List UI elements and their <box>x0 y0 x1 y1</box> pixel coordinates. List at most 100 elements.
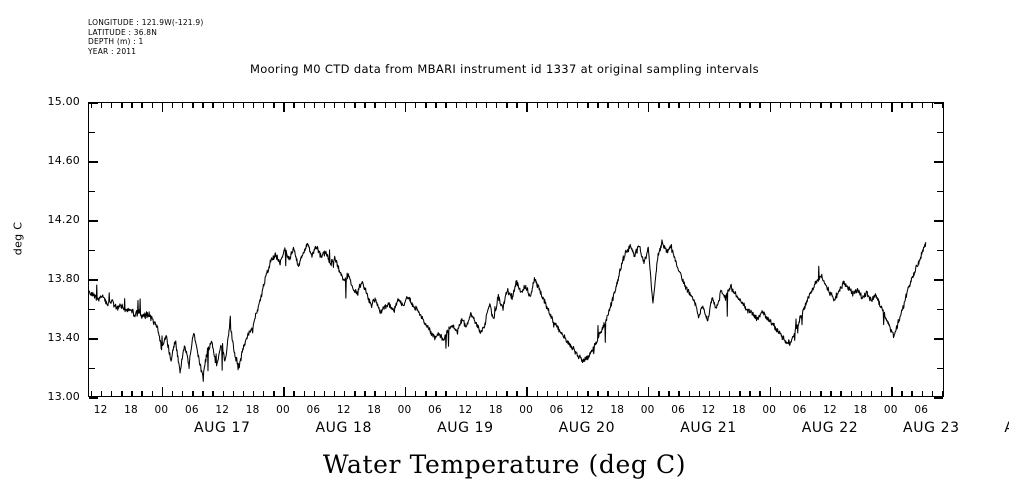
x-axis-minor-tick <box>577 103 579 108</box>
x-axis-minor-tick <box>455 391 457 396</box>
y-axis-title: deg C <box>11 221 25 256</box>
x-axis-minor-tick <box>931 103 934 108</box>
x-axis-day-label: AUG 23 <box>903 420 960 436</box>
x-axis-minor-tick <box>182 103 184 108</box>
metadata-longitude: LONGITUDE : 121.9W(-121.9) <box>88 18 204 27</box>
x-axis-minor-tick <box>860 391 863 396</box>
x-axis-minor-tick <box>435 103 437 108</box>
x-axis-minor-tick <box>779 103 782 108</box>
x-axis-day-label: AUG 22 <box>801 420 859 436</box>
x-axis-hour-label: 06 <box>914 404 929 416</box>
y-axis-minor-tick <box>937 190 943 193</box>
x-axis-minor-tick <box>496 103 498 108</box>
x-axis-hour-label: 00 <box>883 404 898 416</box>
metadata-latitude: LATITUDE : 36.8N <box>88 27 158 37</box>
x-axis-minor-tick <box>678 103 680 108</box>
x-axis-minor-tick <box>556 391 559 396</box>
x-axis-minor-tick <box>364 103 366 108</box>
x-axis-minor-tick <box>313 391 316 396</box>
y-axis-major-tick <box>89 397 98 399</box>
x-axis-minor-tick <box>566 391 569 396</box>
x-axis-minor-tick <box>100 103 103 108</box>
x-axis-day-label: AUG 18 <box>315 420 373 436</box>
x-axis-major-tick <box>283 103 285 112</box>
x-axis-minor-tick <box>901 391 903 396</box>
y-axis-major-tick <box>934 102 943 104</box>
x-axis-minor-tick <box>192 103 194 108</box>
x-axis-hour-label: 00 <box>640 404 655 416</box>
x-axis-minor-tick <box>911 103 913 108</box>
x-axis-minor-tick <box>425 391 427 396</box>
x-axis-hour-label: 06 <box>792 404 807 416</box>
x-axis-minor-tick <box>242 391 245 396</box>
x-axis-minor-tick <box>820 103 822 108</box>
x-axis-minor-tick <box>313 103 316 108</box>
x-axis-minor-tick <box>516 391 518 396</box>
x-axis-minor-tick <box>222 391 224 396</box>
x-axis-hour-label: 18 <box>853 404 868 416</box>
x-axis-minor-tick <box>921 391 923 396</box>
x-axis-minor-tick <box>263 391 265 396</box>
y-axis-minor-tick <box>89 131 95 134</box>
x-axis-minor-tick <box>739 391 741 396</box>
x-axis-minor-tick <box>637 103 640 108</box>
x-axis-minor-tick <box>850 391 852 396</box>
x-axis-major-tick <box>647 387 650 396</box>
x-axis-day-label: AUG 19 <box>437 420 494 436</box>
x-axis-minor-tick <box>141 391 143 396</box>
x-axis-minor-tick <box>455 103 457 108</box>
x-axis-minor-tick <box>577 391 579 396</box>
x-axis-minor-tick <box>810 391 812 396</box>
chart-subtitle: Mooring M0 CTD data from MBARI instrumen… <box>250 62 759 76</box>
y-axis-minor-tick <box>937 131 943 134</box>
x-axis-hour-label: 06 <box>549 404 564 416</box>
x-axis-minor-tick <box>607 391 609 396</box>
x-axis-minor-tick <box>141 103 143 108</box>
x-axis-minor-tick <box>789 103 792 108</box>
x-axis-hour-label: 18 <box>367 404 382 416</box>
x-axis-minor-tick <box>232 391 235 396</box>
y-axis-major-tick <box>89 220 98 222</box>
metadata-block: LONGITUDE : 121.9W(-121.9) LATITUDE : 36… <box>88 18 203 56</box>
x-axis-minor-tick <box>273 391 275 396</box>
x-axis-minor-tick <box>789 391 792 396</box>
x-axis-minor-tick <box>465 391 468 396</box>
x-axis-hour-label: 12 <box>336 404 351 416</box>
x-axis-minor-tick <box>708 103 711 108</box>
x-axis-minor-tick <box>658 103 660 108</box>
x-axis-minor-tick <box>820 391 822 396</box>
x-axis-minor-tick <box>131 391 133 396</box>
x-axis-minor-tick <box>516 103 518 108</box>
x-axis-minor-tick <box>810 103 812 108</box>
x-axis-minor-tick <box>192 391 194 396</box>
x-axis-minor-tick <box>445 391 447 396</box>
x-axis-minor-tick <box>222 103 224 108</box>
x-axis-hour-label: 00 <box>762 404 777 416</box>
x-axis-minor-tick <box>374 391 376 396</box>
x-axis-minor-tick <box>252 103 255 108</box>
x-axis-minor-tick <box>718 103 721 108</box>
x-axis-hour-label: 06 <box>306 404 321 416</box>
plot-area <box>88 102 944 399</box>
y-axis-tick-label: 15.00 <box>47 95 80 108</box>
x-axis-minor-tick <box>344 391 346 396</box>
x-axis-minor-tick <box>688 391 690 396</box>
x-axis-day-label: AUG 20 <box>558 420 616 436</box>
x-axis-major-tick <box>404 103 407 112</box>
x-axis-minor-tick <box>364 391 366 396</box>
x-axis-hour-label: 18 <box>124 404 138 416</box>
x-axis-minor-tick <box>749 391 751 396</box>
y-axis-major-tick <box>89 161 98 163</box>
x-axis-hour-label: 18 <box>731 404 746 416</box>
x-axis-minor-tick <box>303 103 305 108</box>
metadata-year: YEAR : 2011 <box>88 46 137 56</box>
x-axis-minor-tick <box>830 103 832 108</box>
x-axis-minor-tick <box>100 391 103 396</box>
x-axis-minor-tick <box>131 103 133 108</box>
x-axis-minor-tick <box>759 391 761 396</box>
x-axis-minor-tick <box>850 103 852 108</box>
x-axis-minor-tick <box>182 391 184 396</box>
x-axis-hour-label: 18 <box>245 404 260 416</box>
x-axis-minor-tick <box>870 391 873 396</box>
x-axis-minor-tick <box>729 103 731 108</box>
